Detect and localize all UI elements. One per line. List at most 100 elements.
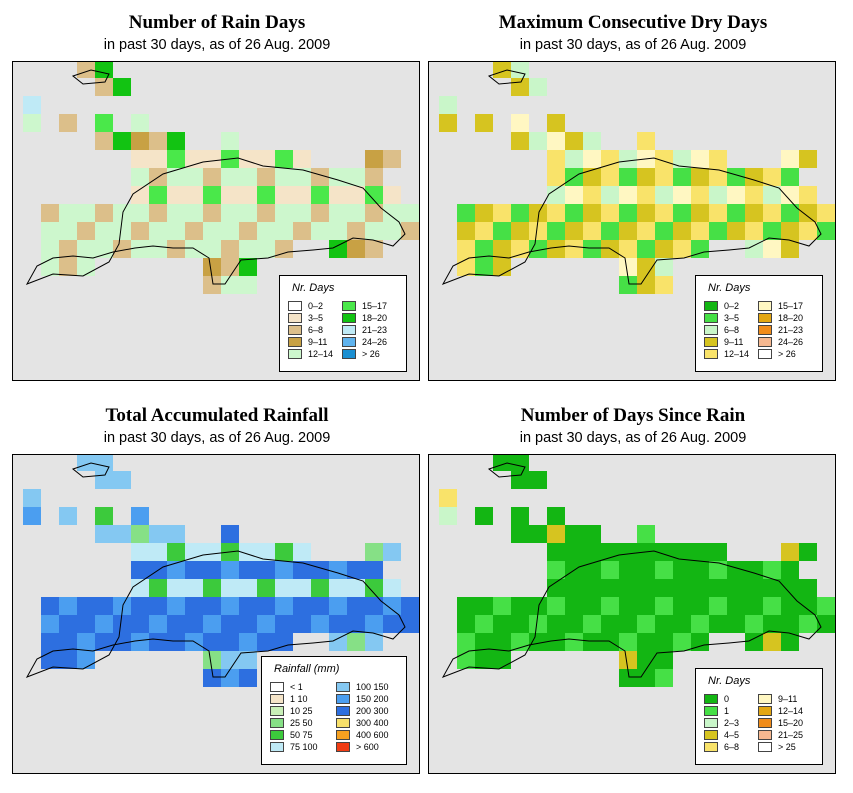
- grid-cell: [239, 240, 257, 258]
- grid-cell: [547, 204, 565, 222]
- legend-swatch: [704, 300, 718, 311]
- grid-cell: [203, 204, 221, 222]
- grid-cell: [23, 507, 41, 525]
- legend-item: 25 50: [270, 717, 313, 728]
- grid-cell: [203, 651, 221, 669]
- grid-cell: [601, 204, 619, 222]
- grid-cell: [239, 543, 257, 561]
- grid-cell: [619, 633, 637, 651]
- legend-label: 21–23: [778, 324, 804, 335]
- grid-cell: [347, 186, 365, 204]
- legend-label: 75 100: [290, 741, 318, 752]
- grid-cell: [329, 633, 347, 651]
- legend-item: 0–2: [288, 300, 323, 311]
- grid-cell: [655, 186, 673, 204]
- grid-cell: [763, 204, 781, 222]
- grid-cell: [203, 222, 221, 240]
- grid-cell: [239, 597, 257, 615]
- grid-cell: [311, 204, 329, 222]
- grid-cell: [583, 597, 601, 615]
- map-canvas: [23, 455, 419, 687]
- grid-cell: [457, 258, 475, 276]
- grid-cell: [781, 240, 799, 258]
- grid-cell: [365, 597, 383, 615]
- grid-cell: [221, 615, 239, 633]
- grid-cell: [347, 240, 365, 258]
- grid-cell: [601, 150, 619, 168]
- grid-cell: [781, 204, 799, 222]
- grid-cell: [77, 633, 95, 651]
- grid-cell: [257, 186, 275, 204]
- legend-swatch: [758, 312, 772, 323]
- grid-cell: [655, 168, 673, 186]
- legend-label: 1: [724, 705, 730, 716]
- legend-label: 9–11: [724, 336, 744, 347]
- grid-cell: [565, 615, 583, 633]
- grid-cell: [95, 633, 113, 651]
- grid-cell: [511, 597, 529, 615]
- grid-cell: [601, 186, 619, 204]
- grid-cell: [293, 543, 311, 561]
- grid-cell: [547, 633, 565, 651]
- grid-cell: [565, 240, 583, 258]
- grid-cell: [149, 543, 167, 561]
- grid-cell: [185, 150, 203, 168]
- grid-cell: [77, 597, 95, 615]
- grid-cell: [203, 186, 221, 204]
- grid-cell: [59, 615, 77, 633]
- grid-cell: [619, 615, 637, 633]
- grid-cell: [727, 615, 745, 633]
- legend-item: 300 400: [336, 717, 389, 728]
- grid-cell: [709, 615, 727, 633]
- grid-cell: [221, 258, 239, 276]
- grid-cell: [637, 597, 655, 615]
- grid-cell: [257, 579, 275, 597]
- grid-cell: [817, 222, 835, 240]
- grid-cell: [221, 561, 239, 579]
- grid-cell: [727, 597, 745, 615]
- grid-cell: [365, 240, 383, 258]
- grid-cell: [257, 633, 275, 651]
- grid-cell: [637, 525, 655, 543]
- grid-cell: [817, 615, 835, 633]
- grid-cell: [365, 150, 383, 168]
- grid-cell: [799, 543, 817, 561]
- legend-item: 4–5: [704, 729, 739, 740]
- grid-cell: [709, 597, 727, 615]
- grid-cell: [203, 258, 221, 276]
- grid-cell: [113, 222, 131, 240]
- grid-cell: [95, 132, 113, 150]
- grid-cell: [149, 615, 167, 633]
- legend-item: 12–14: [704, 348, 749, 359]
- grid-cell: [257, 597, 275, 615]
- map-days-since-rain[interactable]: Nr. Days 0 1 2–3 4–5 6–8 9–11 12–14 15–20 21–25 >…: [428, 454, 836, 774]
- map-rain-days[interactable]: Nr. Days 0–2 3–5 6–8 9–11 12–14 15–17 18–20 21–…: [12, 61, 420, 381]
- grid-cell: [131, 132, 149, 150]
- grid-cell: [383, 597, 401, 615]
- grid-cell: [475, 597, 493, 615]
- legend-item: 21–23: [342, 324, 387, 335]
- grid-cell: [383, 186, 401, 204]
- grid-cell: [745, 561, 763, 579]
- grid-cell: [439, 507, 457, 525]
- legend-item: 2–3: [704, 717, 739, 728]
- panel-subtitle: in past 30 days, as of 26 Aug. 2009: [103, 430, 331, 446]
- legend-label: 25 50: [290, 717, 313, 728]
- grid-cell: [293, 204, 311, 222]
- grid-cell: [763, 222, 781, 240]
- grid-cell: [529, 222, 547, 240]
- panel-subtitle: in past 30 days, as of 26 Aug. 2009: [519, 430, 747, 446]
- legend-label: 3–5: [724, 312, 740, 323]
- legend-item: 18–20: [758, 312, 803, 323]
- grid-cell: [817, 597, 835, 615]
- grid-cell: [583, 633, 601, 651]
- legend-title: Nr. Days: [708, 282, 751, 294]
- legend-label: 0–2: [308, 300, 324, 311]
- legend-item: 10 25: [270, 705, 313, 716]
- grid-cell: [619, 543, 637, 561]
- grid-cell: [511, 114, 529, 132]
- map-dry-days[interactable]: Nr. Days 0–2 3–5 6–8 9–11 12–14 15–17 18–20 21–…: [428, 61, 836, 381]
- grid-cell: [781, 168, 799, 186]
- legend-label: > 26: [778, 348, 796, 359]
